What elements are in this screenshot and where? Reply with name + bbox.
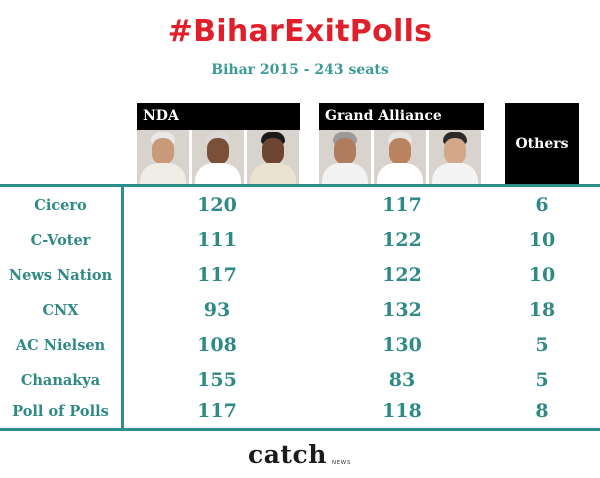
page-subtitle: Bihar 2015 - 243 seats	[211, 62, 389, 78]
table-row: Chanakya 155 83 5	[0, 363, 600, 398]
nda-seats: 117	[197, 264, 237, 286]
others-seats: 8	[535, 400, 549, 422]
table-row: C-Voter 111 122 10	[0, 223, 600, 258]
nda-column-header: NDA	[137, 103, 300, 130]
grand-alliance-seats: 122	[382, 264, 422, 286]
grand-alliance-seats: 83	[388, 369, 416, 391]
table-row: News Nation 117 122 10	[0, 258, 600, 293]
others-seats: 5	[535, 369, 549, 391]
grand-alliance-leader-photo-2	[374, 130, 426, 185]
pollster-name: C-Voter	[30, 232, 91, 249]
table-row: Poll of Polls 117 118 8	[0, 394, 600, 429]
others-seats: 10	[528, 264, 556, 286]
grand-alliance-seats: 122	[382, 229, 422, 251]
pollster-name: News Nation	[8, 267, 113, 284]
nda-photos	[137, 130, 299, 185]
others-seats: 18	[528, 299, 556, 321]
grand-alliance-seats: 117	[382, 194, 422, 216]
table-row: Cicero 120 117 6	[0, 188, 600, 223]
table-top-rule	[0, 184, 600, 187]
nda-seats: 155	[197, 369, 237, 391]
pollster-name: Cicero	[34, 197, 87, 214]
others-seats: 6	[535, 194, 549, 216]
grand-alliance-seats: 130	[382, 334, 422, 356]
pollster-name: Poll of Polls	[12, 403, 109, 420]
nda-seats: 117	[197, 400, 237, 422]
others-seats: 5	[535, 334, 549, 356]
nda-leader-photo-3	[247, 130, 299, 185]
grand-alliance-column-header: Grand Alliance	[319, 103, 484, 130]
nda-seats: 93	[203, 299, 231, 321]
grand-alliance-seats: 132	[382, 299, 422, 321]
grand-alliance-leader-photo-3	[429, 130, 481, 185]
catch-logo-news: NEWS	[332, 460, 351, 466]
pollster-name: AC Nielsen	[15, 337, 106, 354]
others-column-header: Others	[505, 103, 579, 185]
grand-alliance-leader-photo-1	[319, 130, 371, 185]
nda-leader-photo-1	[137, 130, 189, 185]
nda-seats: 108	[197, 334, 237, 356]
pollster-name: Chanakya	[20, 372, 101, 389]
catch-logo: catch	[248, 440, 327, 469]
grand-alliance-seats: 118	[382, 400, 422, 422]
nda-seats: 120	[197, 194, 237, 216]
grand-alliance-photos	[319, 130, 481, 185]
table-row: AC Nielsen 108 130 5	[0, 328, 600, 363]
table-divider	[121, 186, 124, 431]
page-title: #BiharExitPolls	[167, 14, 433, 49]
table-bottom-rule	[0, 428, 600, 431]
pollster-name: CNX	[42, 302, 79, 319]
nda-leader-photo-2	[192, 130, 244, 185]
others-seats: 10	[528, 229, 556, 251]
table-row: CNX 93 132 18	[0, 293, 600, 328]
nda-seats: 111	[197, 229, 237, 251]
